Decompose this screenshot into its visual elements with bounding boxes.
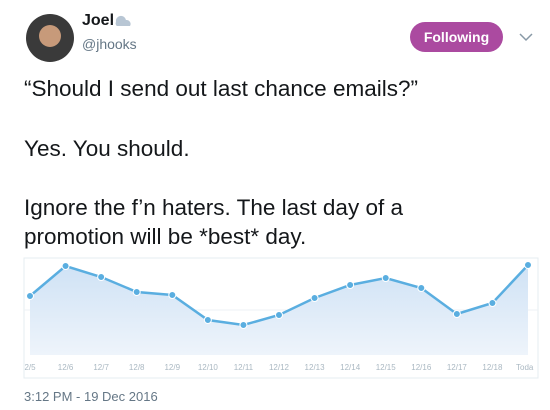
x-tick-label: 12/11 [234, 363, 254, 372]
point [346, 281, 355, 289]
x-tick-label: 12/10 [198, 363, 219, 372]
chart-frame [23, 257, 539, 379]
x-tick-label: 12/6 [58, 363, 74, 372]
x-tick-label: Toda [516, 363, 534, 372]
point [381, 274, 390, 282]
timestamp[interactable]: 3:12 PM - 19 Dec 2016 [24, 389, 158, 404]
point [26, 292, 34, 300]
x-tick-label: 12/8 [129, 363, 145, 372]
point [310, 294, 319, 302]
point [132, 288, 141, 296]
x-tick-label: 2/5 [24, 363, 36, 372]
point [488, 299, 497, 307]
tweet-text: Yes. You should. [24, 136, 190, 161]
x-tick-label: 12/18 [482, 363, 503, 372]
point [168, 291, 177, 299]
x-tick-label: 12/15 [376, 363, 397, 372]
x-tick-label: 12/12 [269, 363, 290, 372]
weather-emoji [115, 15, 131, 26]
author-handle[interactable]: @jhooks [82, 36, 137, 52]
point [97, 273, 106, 281]
follow-button[interactable]: Following [410, 22, 503, 52]
x-tick-label: 12/7 [93, 363, 109, 372]
point [61, 262, 70, 270]
point [203, 316, 212, 324]
avatar-face [39, 25, 61, 47]
x-tick-label: 12/9 [164, 363, 180, 372]
area-fill [30, 265, 528, 355]
point [239, 321, 248, 329]
x-tick-label: 12/17 [447, 363, 468, 372]
x-tick-label: 12/13 [305, 363, 326, 372]
x-tick-label: 12/16 [411, 363, 432, 372]
point [417, 284, 426, 292]
chart: 2/5 12/6 12/7 12/8 12/9 12/10 12/11 12/12 12/13 1… [24, 261, 534, 372]
point [275, 311, 283, 319]
point [524, 261, 532, 269]
x-tick-label: 12/14 [340, 363, 361, 372]
menu-chevron[interactable] [519, 33, 533, 42]
author-name[interactable]: Joel [82, 12, 115, 29]
tweet-text: “Should I send out last chance emails?” [24, 76, 418, 101]
point [452, 310, 461, 318]
tweet-text: Ignore the f’n haters. The last day of a… [24, 195, 403, 249]
